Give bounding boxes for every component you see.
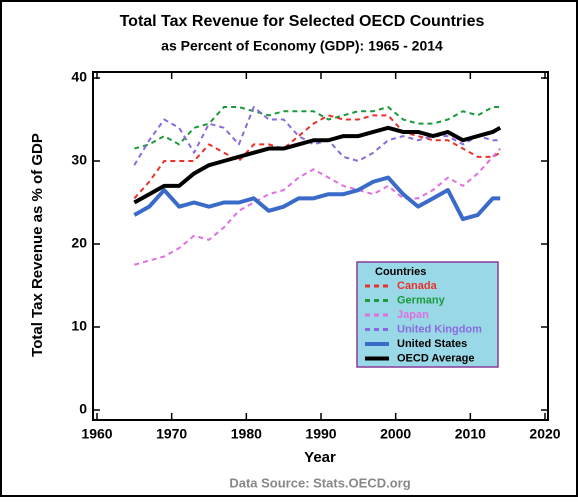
y-tick-label: 40	[71, 69, 87, 85]
legend-box	[356, 261, 499, 368]
chart-subtitle: as Percent of Economy (GDP): 1965 - 2014	[161, 38, 443, 54]
series-line	[134, 147, 501, 266]
source: Data Source: Stats.OECD.org	[229, 475, 410, 490]
x-tick-label: 2000	[380, 426, 411, 442]
x-tick-label: 1970	[156, 426, 187, 442]
legend-label: United States	[397, 338, 467, 350]
x-tick-label: 2010	[455, 426, 486, 442]
y-tick-label: 10	[71, 318, 87, 334]
legend-label: Germany	[397, 294, 446, 306]
x-tick-label: 1960	[81, 426, 112, 442]
legend-title: Countries	[375, 266, 426, 278]
y-tick-label: 0	[79, 401, 87, 417]
legend-label: OECD Average	[397, 352, 474, 364]
legend-label: United Kingdom	[397, 323, 482, 335]
x-tick-label: 1990	[305, 426, 336, 442]
series-line	[133, 125, 502, 205]
series-line	[133, 114, 501, 200]
x-tick-label: 1980	[231, 426, 262, 442]
chart-title: Total Tax Revenue for Selected OECD Coun…	[120, 13, 485, 30]
y-tick-label: 20	[71, 235, 87, 251]
x-tick-label: 2020	[529, 426, 560, 442]
y-axis-label: Total Tax Revenue as % of GDP	[29, 133, 46, 357]
series-line	[133, 175, 501, 222]
legend-label: Canada	[397, 280, 438, 292]
y-tick-label: 30	[71, 152, 87, 168]
x-axis-label: Year	[304, 449, 336, 466]
series-line	[134, 106, 501, 150]
series-line	[133, 106, 501, 166]
legend-label: Japan	[397, 309, 429, 321]
